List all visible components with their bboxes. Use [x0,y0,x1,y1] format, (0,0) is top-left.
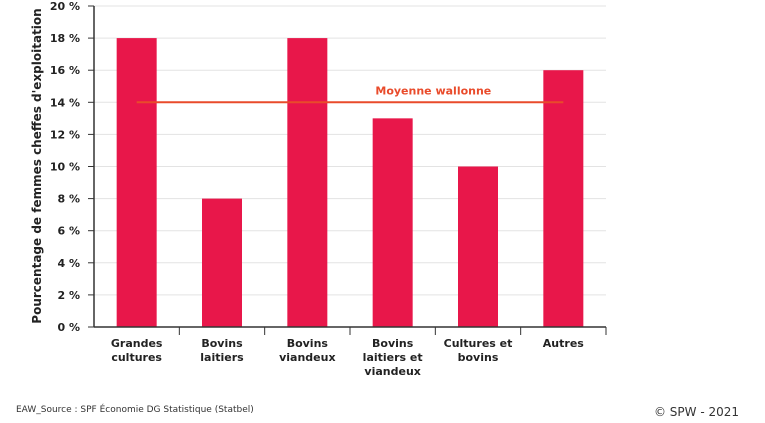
reference-line-group: Moyenne wallonne [136,84,564,104]
x-tick-label: Grandes cultures [111,337,163,364]
bar [116,38,157,327]
bar [372,118,413,327]
bar [458,166,498,327]
x-tick-label: Bovins viandeux [279,337,335,364]
y-tick-label: 2 % [57,289,80,302]
copyright-credit: © SPW - 2021 [653,405,739,419]
y-tick-label: 16 % [50,64,80,77]
axes [88,5,607,335]
x-tick-label: Bovins laitiers et viandeux [363,337,423,378]
average-reference-label: Moyenne wallonne [375,84,491,97]
y-tick-label: 4 % [57,257,80,270]
y-tick-label: 0 % [57,321,80,334]
bar [287,38,328,327]
bar [543,70,584,327]
y-tick-labels: 0 % 2 % 4 % 6 % 8 % 10 % 12 % 14 % 16 % 18 % 20 % [50,0,80,334]
bar [202,198,242,327]
y-tick-label: 18 % [50,32,80,45]
bar-chart: Moyenne wallonne 0 % 2 % 4 % 6 % 8 % 10 % 12 %… [30,0,607,378]
bars [116,38,584,327]
y-tick-label: 8 % [57,193,80,206]
y-tick-label: 20 % [50,0,80,13]
y-tick-label: 12 % [50,128,80,141]
x-tick-labels: Grandes cultures Bovins laitiers Bovins viand… [111,337,584,378]
y-axis-label: Pourcentage de femmes cheffes d'exploita… [30,8,44,323]
y-tick-label: 14 % [50,96,80,109]
x-tick-label: Cultures et bovins [444,337,513,364]
x-tick-label: Autres [543,337,584,350]
y-tick-label: 6 % [57,225,80,238]
source-note: EAW_Source : SPF Économie DG Statistique… [16,405,254,415]
grid-lines [94,5,606,296]
y-tick-label: 10 % [50,161,80,174]
x-tick-label: Bovins laitiers [200,337,244,364]
